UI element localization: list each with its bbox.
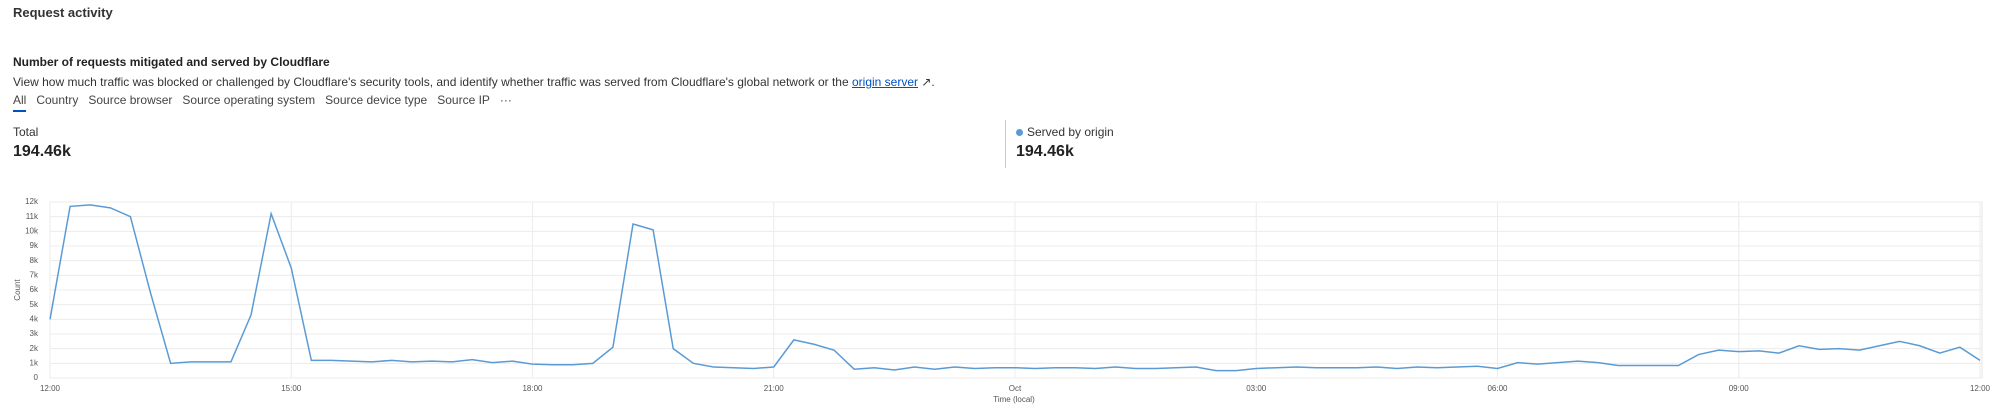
stat-value: 194.46k bbox=[1016, 143, 1074, 160]
y-tick-label: 2k bbox=[30, 344, 39, 353]
x-tick-label: 03:00 bbox=[1246, 384, 1267, 393]
x-tick-label: Oct bbox=[1009, 384, 1022, 393]
tab[interactable]: Source operating system bbox=[182, 93, 316, 107]
tab[interactable]: ··· bbox=[499, 93, 512, 107]
tabs: All Country Source browser Source operating… bbox=[13, 93, 512, 112]
x-tick-label: 12:00 bbox=[40, 384, 61, 393]
y-tick-label: 3k bbox=[30, 329, 39, 338]
origin-link[interactable]: origin server bbox=[852, 75, 919, 89]
tab[interactable]: Source device type bbox=[325, 93, 428, 107]
x-tick-label: 09:00 bbox=[1729, 384, 1750, 393]
y-tick-label: 1k bbox=[30, 358, 39, 367]
legend-dot bbox=[1016, 129, 1023, 136]
y-tick-label: 11k bbox=[26, 212, 39, 221]
description: View how much traffic was blocked or cha… bbox=[13, 75, 935, 89]
tab[interactable]: Source browser bbox=[88, 93, 173, 107]
y-tick-label: 0 bbox=[34, 373, 39, 382]
y-tick-label: 6k bbox=[30, 285, 39, 294]
tab[interactable]: Country bbox=[36, 93, 79, 107]
stat-label: Total bbox=[13, 125, 39, 139]
y-tick-label: 9k bbox=[30, 241, 39, 250]
tab[interactable]: All bbox=[13, 93, 27, 112]
y-tick-label: 4k bbox=[30, 314, 39, 323]
x-axis-title: Time (local) bbox=[993, 395, 1035, 404]
y-tick-label: 5k bbox=[30, 300, 39, 309]
legend-entry: Served by origin bbox=[1016, 125, 1114, 139]
page-title: Request activity bbox=[13, 5, 113, 20]
x-tick-label: 06:00 bbox=[1487, 384, 1508, 393]
line bbox=[49, 204, 1981, 372]
x-tick-label: 21:00 bbox=[764, 384, 785, 393]
y-tick-label: 7k bbox=[30, 270, 39, 279]
x-tick-label: 18:00 bbox=[522, 384, 543, 393]
tab[interactable]: Source IP bbox=[437, 93, 490, 107]
x-tick-label: 12:00 bbox=[1970, 384, 1991, 393]
description-end: . bbox=[931, 75, 935, 89]
link-icon: ↗ bbox=[918, 75, 932, 89]
legend-label: Served by origin bbox=[1027, 125, 1114, 139]
divider bbox=[1005, 120, 1006, 168]
y-tick-label: 10k bbox=[25, 226, 39, 235]
stat-value: 194.46k bbox=[13, 143, 71, 160]
x-tick-label: 15:00 bbox=[281, 384, 302, 393]
y-tick-label: 12k bbox=[25, 197, 39, 206]
y-axis-title: Count bbox=[13, 279, 22, 301]
y-tick-label: 8k bbox=[30, 256, 39, 265]
description-text: View how much traffic was blocked or cha… bbox=[13, 75, 852, 89]
section-title: Number of requests mitigated and served … bbox=[13, 55, 330, 69]
